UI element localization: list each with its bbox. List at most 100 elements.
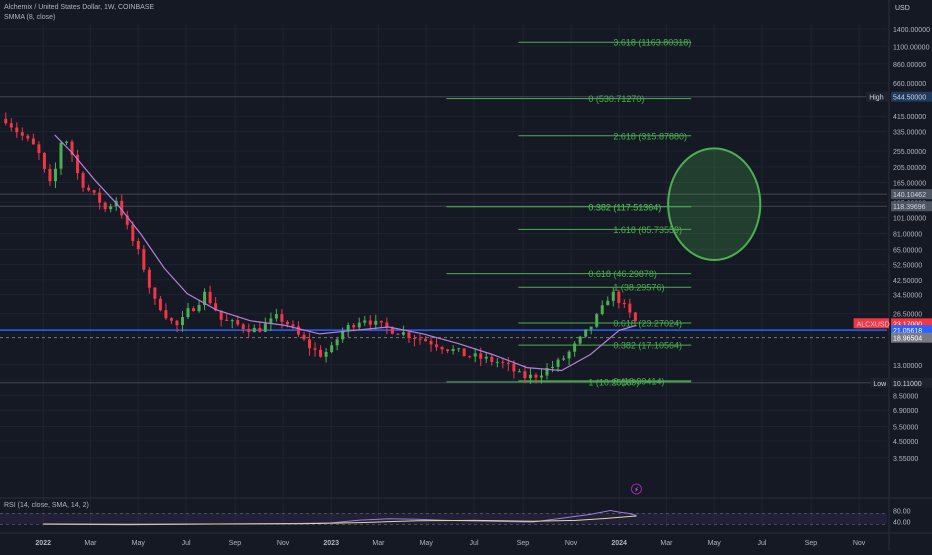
price-label-box — [891, 377, 932, 388]
candle-body — [633, 312, 637, 322]
candle-body — [197, 305, 201, 312]
price-tick-label: 5.50000 — [893, 424, 918, 431]
fib-level-label: 0.382 (17.10564) — [613, 341, 682, 351]
candle-body — [263, 323, 267, 332]
candle-body — [446, 349, 450, 352]
price-label-value: 140.10462 — [893, 192, 926, 199]
candle-body — [59, 142, 63, 169]
candle-body — [562, 358, 566, 360]
time-tick-label: May — [708, 540, 722, 547]
price-tick-label: 3.55000 — [893, 456, 918, 463]
candle-body — [147, 269, 151, 288]
time-tick-label: Jul — [470, 540, 479, 547]
price-tick-label: 13.00000 — [893, 363, 922, 370]
price-tick-label: 1400.00000 — [893, 27, 930, 34]
candle-body — [20, 132, 24, 136]
price-tick-label: 81.00000 — [893, 231, 922, 238]
lightning-icon — [630, 483, 642, 495]
candle-body — [346, 325, 350, 332]
candle-body — [556, 359, 560, 367]
price-tick-label: 4.50000 — [893, 439, 918, 446]
smma-legend: SMMA (8, close) — [4, 14, 56, 21]
candle-body — [225, 319, 229, 321]
candle-body — [512, 363, 516, 372]
candle-body — [617, 291, 621, 304]
candle-body — [153, 287, 157, 299]
time-tick-label: Jul — [182, 540, 191, 547]
candle-body — [87, 187, 91, 191]
fib-level-label: 1 (38.29576) — [613, 283, 664, 293]
fib-level-label: 0.382 (117.51364) — [588, 202, 661, 212]
candle-body — [341, 331, 345, 340]
candle-body — [164, 310, 168, 319]
candle-body — [479, 353, 483, 359]
candle-body — [252, 327, 256, 333]
price-label-value: 21.05618 — [893, 328, 922, 335]
candle-body — [484, 356, 488, 359]
candle-body — [418, 338, 422, 340]
candle-body — [435, 344, 439, 348]
candle-body — [501, 361, 505, 363]
candle-body — [302, 334, 306, 340]
fib-level-label: 0 (530.71270) — [588, 94, 644, 104]
candle-body — [534, 374, 538, 378]
candle-body — [324, 351, 328, 357]
lightning-icon: ⚡ — [634, 486, 639, 494]
fib-level-label: 3.618 (1163.80318) — [613, 38, 691, 48]
candle-body — [523, 371, 527, 379]
candle-body — [103, 202, 107, 210]
candle-body — [291, 324, 295, 327]
price-label-box — [891, 318, 932, 329]
fib-level-label: 0.618 (23.27024) — [613, 318, 682, 328]
candle-body — [208, 291, 212, 304]
candle-body — [280, 314, 284, 322]
price-tick-label: 335.00000 — [893, 130, 926, 137]
price-tick-label: 26.50000 — [893, 312, 922, 319]
rsi-tick-label: 40.00 — [893, 520, 911, 527]
candle-body — [4, 118, 8, 124]
candle-body — [42, 152, 46, 169]
candle-body — [258, 327, 262, 332]
price-tick-label: 6.90000 — [893, 408, 918, 415]
candle-body — [600, 305, 604, 315]
candle-body — [357, 322, 361, 328]
time-tick-label: Mar — [372, 540, 385, 547]
candle-body — [241, 324, 245, 330]
candle-body — [424, 339, 428, 342]
candle-body — [120, 200, 124, 216]
candle-body — [192, 308, 196, 312]
candle-body — [219, 310, 223, 320]
candle-body — [186, 308, 190, 318]
candle-body — [26, 135, 30, 139]
candle-body — [622, 303, 626, 305]
candle-body — [412, 337, 416, 339]
candle-body — [296, 326, 300, 335]
price-tick-label: 42.50000 — [893, 278, 922, 285]
candle-body — [595, 314, 599, 327]
candle-body — [462, 348, 466, 357]
candle-body — [506, 362, 510, 364]
candle-body — [567, 351, 571, 359]
fib-level-label: 0.618 (46.29878) — [588, 269, 657, 279]
candle-body — [578, 336, 582, 344]
time-tick-label: 2022 — [35, 540, 51, 547]
candle-body — [551, 366, 555, 368]
price-tick-label: 52.50000 — [893, 263, 922, 270]
candle-body — [429, 341, 433, 345]
price-tick-label: 101.00000 — [893, 216, 926, 223]
candle-body — [65, 141, 69, 143]
time-tick-label: May — [420, 540, 434, 547]
candle-body — [15, 127, 19, 133]
candle-body — [401, 332, 405, 335]
candle-body — [31, 138, 35, 145]
fib-level-label: 1.618 (85.73559) — [613, 225, 682, 235]
candle-body — [109, 206, 113, 210]
candle-body — [37, 144, 41, 153]
candle-body — [175, 320, 179, 326]
candle-body — [628, 303, 632, 313]
candle-body — [180, 317, 184, 326]
price-label-box — [891, 91, 932, 102]
price-label-name-box — [853, 318, 889, 329]
price-tick-label: 415.00000 — [893, 114, 926, 121]
